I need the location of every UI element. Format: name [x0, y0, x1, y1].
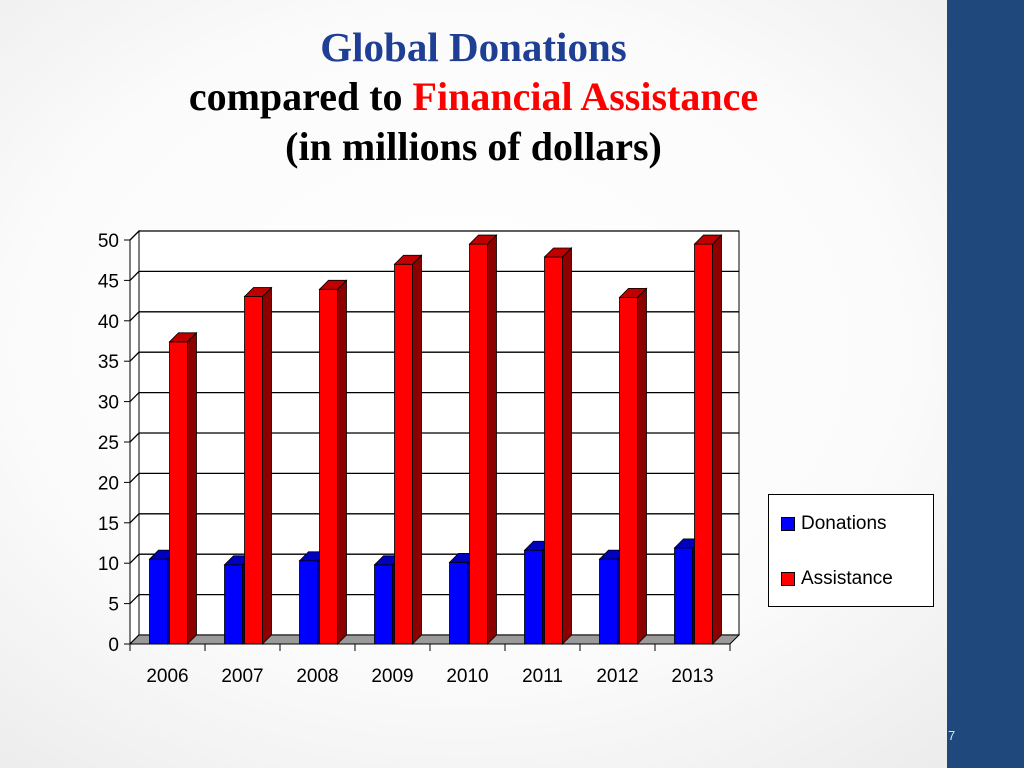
gridline — [129, 472, 739, 483]
bar-donations-2007-front — [224, 564, 243, 645]
bar-assistance-2006-front — [169, 341, 188, 645]
bar-assistance-2009-side — [412, 254, 422, 645]
bar-donations-2008-front — [299, 560, 318, 645]
bar-donations-2010-front — [449, 561, 468, 645]
gridline — [129, 270, 739, 281]
legend-item-donations: Donations — [781, 513, 887, 535]
title-line-2-highlight: Financial Assistance — [412, 74, 759, 120]
gridline — [129, 513, 739, 524]
bar-assistance-2007-front — [244, 296, 263, 645]
title-line-2: compared to Financial Assistance — [0, 72, 947, 121]
bar-assistance-2006-side — [187, 331, 197, 645]
y-tick-label: 50 — [98, 231, 119, 252]
bar-assistance-2008-top — [318, 279, 348, 290]
bar-assistance-2006-top — [168, 332, 198, 343]
bar-assistance-2010-front — [469, 243, 488, 645]
plot-floor — [128, 634, 741, 645]
bar-assistance-2010-side — [487, 234, 497, 645]
bar-assistance-2008-front — [319, 288, 338, 645]
bar-assistance-2013-front — [694, 243, 713, 645]
x-tick-label: 2007 — [221, 666, 263, 687]
legend-swatch-donations — [781, 517, 795, 531]
bar-donations-2012-front — [599, 558, 618, 645]
y-tick-label: 15 — [98, 514, 119, 535]
bar-donations-2009-front — [374, 564, 393, 645]
gridline — [129, 391, 739, 403]
gridline — [129, 230, 739, 241]
title-line-3: (in millions of dollars) — [285, 123, 662, 169]
bar-donations-2011-front — [524, 549, 543, 645]
bar-assistance-2012-side — [637, 287, 647, 645]
legend-label-assistance: Assistance — [801, 568, 893, 589]
side-accent-bar — [947, 0, 1024, 768]
bar-assistance-2011-top — [543, 247, 573, 258]
legend-label-donations: Donations — [801, 513, 887, 534]
bar-assistance-2013-side — [712, 234, 722, 645]
title-line-2-prefix: compared to — [188, 74, 413, 120]
gridline — [129, 311, 739, 322]
bar-assistance-2009-front — [394, 263, 413, 645]
bar-assistance-2013-top — [693, 234, 723, 245]
bar-assistance-2011-side — [562, 247, 572, 645]
y-tick-label: 45 — [98, 271, 119, 292]
x-tick-label: 2011 — [522, 666, 563, 687]
legend-item-assistance: Assistance — [781, 568, 893, 590]
legend-swatch-assistance — [781, 572, 795, 586]
y-tick-label: 10 — [98, 554, 119, 575]
y-tick-label: 40 — [98, 312, 119, 333]
y-tick-label: 30 — [98, 393, 119, 414]
gridline — [129, 432, 739, 443]
bar-assistance-2008-side — [337, 279, 347, 645]
gridline — [129, 351, 739, 362]
x-tick-label: 2009 — [371, 666, 413, 687]
bar-assistance-2009-top — [393, 254, 423, 265]
bar-donations-2006-front — [149, 558, 168, 645]
x-tick-label: 2006 — [146, 666, 188, 687]
chart-legend: Donations Assistance — [768, 494, 934, 607]
x-tick-label: 2010 — [446, 666, 488, 687]
page-number: 7 — [948, 728, 956, 743]
y-tick-label: 5 — [108, 595, 119, 616]
slide-title: Global Donations compared to Financial A… — [0, 22, 947, 171]
bar-assistance-2012-front — [619, 296, 638, 645]
bar-assistance-2010-top — [468, 234, 498, 245]
bar-donations-2013-front — [674, 547, 693, 645]
bar-assistance-2007-top — [243, 287, 273, 297]
bar-assistance-2012-top — [618, 287, 648, 298]
x-tick-label: 2008 — [296, 666, 338, 687]
x-tick-label: 2013 — [671, 666, 713, 687]
bar-assistance-2011-front — [544, 256, 563, 645]
y-tick-label: 0 — [108, 635, 119, 656]
bar-assistance-2007-side — [262, 286, 272, 645]
y-tick-label: 35 — [98, 352, 119, 373]
bar-chart: 0 5 10 15 20 25 30 35 40 45 50 2006 2007 2008 2009 2010… — [98, 229, 741, 687]
x-tick-label: 2012 — [596, 666, 638, 687]
y-tick-label: 25 — [98, 433, 119, 454]
y-tick-label: 20 — [98, 473, 119, 494]
title-line-1: Global Donations — [320, 24, 627, 70]
